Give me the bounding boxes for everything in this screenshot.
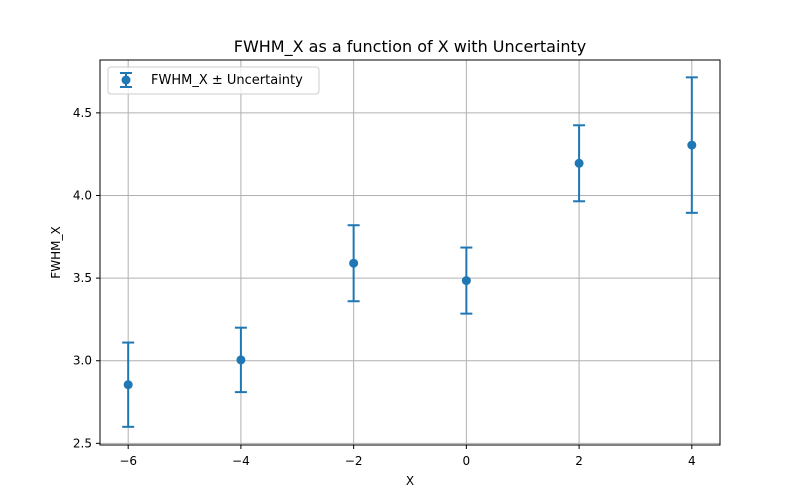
chart-title: FWHM_X as a function of X with Uncertain… [234,37,587,57]
data-point [687,140,697,150]
x-tick-label: −2 [345,454,363,468]
legend-point [121,75,131,85]
data-point [236,355,246,365]
data-series [122,76,698,428]
data-point [461,276,471,286]
legend-box [107,66,320,95]
data-point [123,380,133,390]
x-tick-label: −4 [232,454,250,468]
y-tick-label: 4.5 [73,106,92,120]
plot-frame [99,59,721,446]
data-point [574,158,584,168]
y-tick-label: 3.5 [73,271,92,285]
y-axis-label: FWHM_X [49,226,63,278]
y-tick-label: 3.0 [73,354,92,368]
legend-entry-label: FWHM_X ± Uncertainty [151,73,303,88]
y-tick-label: 2.5 [73,436,92,450]
data-point [349,258,359,268]
legend-marker [120,72,132,88]
x-tick-label: 2 [575,454,583,468]
y-tick-label: 4.0 [73,188,92,202]
axis-ticks: −6 −4 −2 0 2 4 2.5 3.0 3.5 4.0 4.5 [73,106,696,468]
x-axis-label: X [406,474,414,488]
grid-lines [100,60,720,445]
x-tick-label: 4 [688,454,696,468]
legend: FWHM_X ± Uncertainty [107,66,320,95]
x-tick-label: 0 [463,454,471,468]
x-tick-label: −6 [119,454,137,468]
